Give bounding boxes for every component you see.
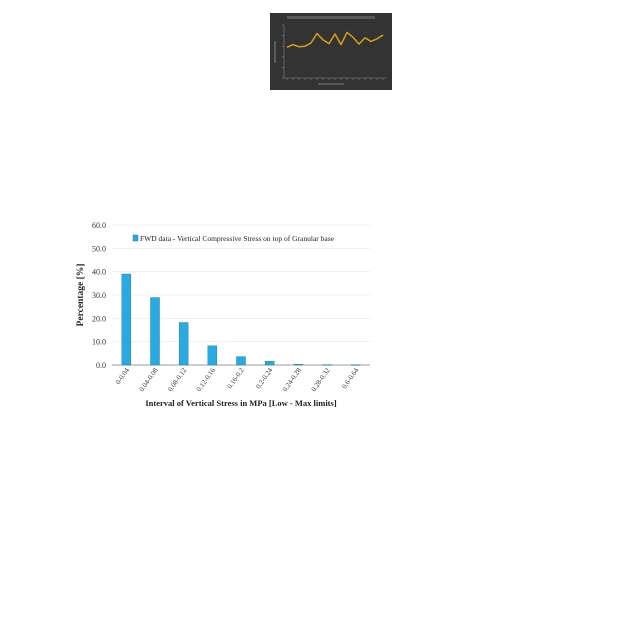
bar: [150, 297, 160, 366]
y-tick-label: 10.0: [92, 338, 106, 347]
bar-chart: 0.0 10.0 20.0 30.0 40.0 50.0 60.0 0-0.04 0.04-0…: [70, 215, 380, 415]
legend-swatch: [132, 234, 139, 242]
x-tick-label: 0.08-0.12: [166, 366, 188, 393]
x-tick-label: 0.04-0.08: [138, 366, 160, 393]
thumbnail-background: [270, 13, 392, 90]
y-axis-label: Percentage [%]: [76, 264, 86, 327]
thumbnail-xlabel-smudge: [318, 83, 344, 85]
bar: [293, 364, 304, 366]
x-tick-label: 0.28-0.32: [310, 366, 332, 393]
x-tick-label: 0.6-0.64: [340, 366, 360, 390]
legend-label: FWD data - Vertical Compressive Stress o…: [140, 234, 335, 243]
y-tick-label: 40.0: [92, 268, 106, 277]
y-tick-label: 50.0: [92, 244, 106, 253]
x-tick-label: 0.24-0.28: [281, 366, 303, 393]
thumbnail-chart-canvas: [270, 13, 392, 90]
y-tick-label: 60.0: [92, 221, 106, 230]
thumbnail-series: [286, 31, 384, 48]
x-tick-label: 0.2-0.24: [254, 366, 274, 390]
x-tick-label: 0-0.04: [114, 366, 131, 386]
y-tick-label: 0.0: [96, 361, 106, 370]
bar: [207, 345, 218, 366]
thumbnail-line-chart: [270, 13, 392, 90]
x-tick-label: 0.16-0.2: [226, 366, 246, 390]
x-axis-label: Interval of Vertical Stress in MPa [Low …: [145, 398, 336, 408]
bar: [264, 361, 275, 366]
thumbnail-title-smudge: [287, 16, 375, 19]
bars: [121, 273, 361, 366]
thumbnail-axes: [282, 24, 386, 80]
y-tick-labels: 0.0 10.0 20.0 30.0 40.0 50.0 60.0: [92, 221, 106, 370]
bar: [178, 322, 189, 366]
x-tick-label: 0.12-0.16: [195, 366, 217, 393]
y-tick-label: 30.0: [92, 291, 106, 300]
bar: [121, 273, 132, 366]
bar: [350, 364, 361, 366]
thumbnail-ylabel-smudge: [274, 41, 276, 63]
legend: FWD data - Vertical Compressive Stress o…: [132, 234, 335, 243]
bar-chart-canvas: 0.0 10.0 20.0 30.0 40.0 50.0 60.0 0-0.04 0.04-0…: [76, 221, 370, 408]
bar: [322, 364, 332, 366]
thumbnail-series-line: [286, 31, 384, 48]
y-tick-label: 20.0: [92, 314, 106, 323]
bar: [236, 356, 246, 366]
x-tick-labels: 0-0.04 0.04-0.08 0.08-0.12 0.12-0.16 0.16-0.…: [114, 366, 361, 393]
